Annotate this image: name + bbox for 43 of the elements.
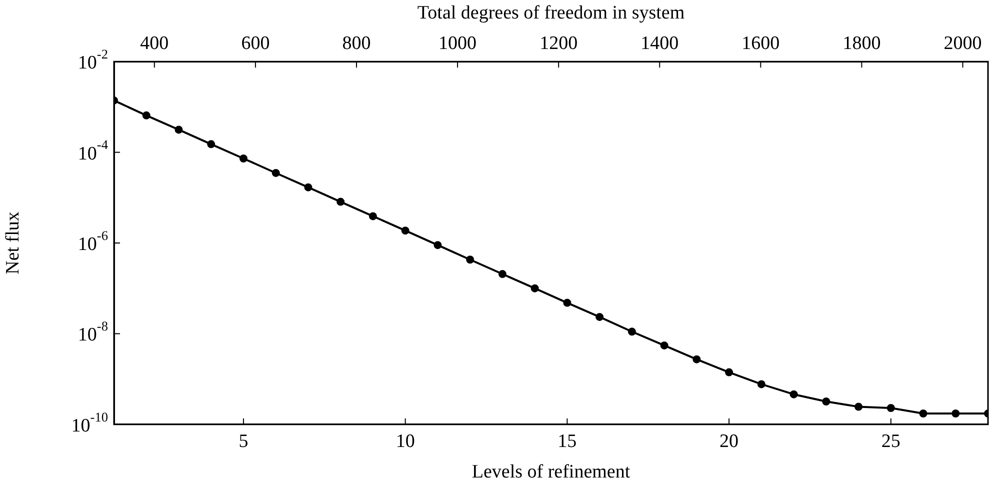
point [790, 390, 798, 398]
x-tick-label: 25 [881, 430, 900, 452]
x2-tick-label: 1200 [540, 33, 578, 54]
x2-tick-label: 2000 [944, 33, 982, 54]
point [207, 140, 216, 148]
x-tick-label: 15 [558, 430, 577, 452]
x-axis-title: Levels of refinement [472, 462, 631, 483]
x2-tick-label: 400 [140, 33, 169, 54]
point [466, 256, 474, 264]
y-axis-title: Net flux [2, 211, 24, 274]
x-tick-label: 10 [396, 430, 415, 452]
point [563, 298, 572, 307]
point [304, 183, 312, 192]
point [692, 355, 701, 364]
point [142, 111, 150, 120]
point [757, 380, 766, 388]
point [822, 397, 830, 406]
point [596, 312, 604, 321]
x2-tick-label: 1600 [742, 33, 780, 54]
x2-tick-label: 1800 [842, 33, 881, 54]
point [239, 154, 248, 162]
point [952, 409, 960, 418]
point [530, 284, 539, 292]
x2-tick-label: 1400 [640, 33, 679, 54]
x2-tick-label: 1000 [438, 33, 477, 54]
point [174, 126, 183, 134]
point [401, 226, 410, 235]
point [660, 341, 668, 350]
x2-tick-label: 600 [241, 33, 270, 54]
point [498, 270, 506, 278]
point [368, 212, 377, 220]
point [725, 368, 734, 376]
point [336, 198, 345, 206]
x-tick-label: 20 [720, 430, 739, 452]
point [886, 404, 895, 412]
point [854, 402, 863, 411]
point [434, 241, 442, 250]
point [272, 168, 280, 177]
point [919, 409, 928, 418]
x2-tick-label: 800 [342, 33, 371, 54]
x-tick-label: 5 [238, 430, 248, 452]
x2-axis-title: Total degrees of freedom in system [417, 2, 685, 24]
point [628, 328, 636, 336]
